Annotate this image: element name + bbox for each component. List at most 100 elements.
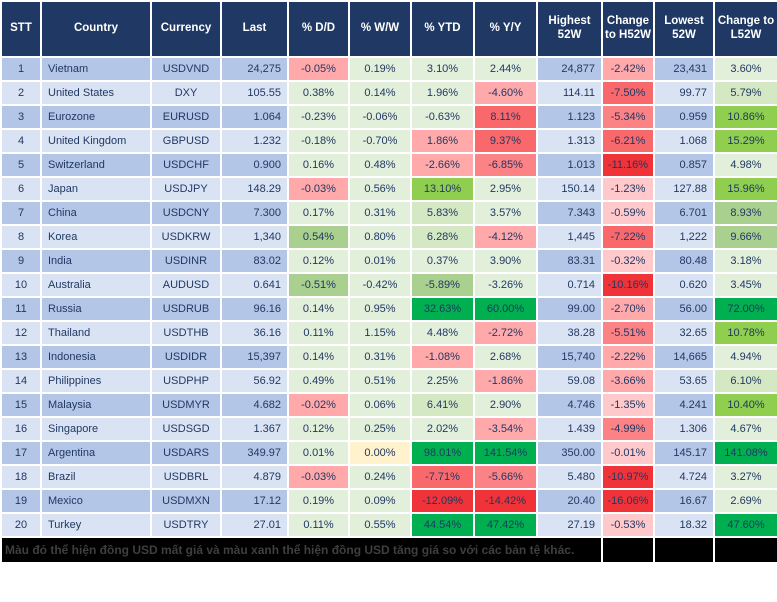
cell-chg_h: -0.53%	[601, 512, 655, 538]
cell-ww: 0.25%	[348, 416, 412, 442]
cell-stt: 17	[0, 440, 42, 466]
col-header-last: Last	[220, 0, 289, 58]
table-row: 19 Mexico USDMXN 17.12 0.19% 0.09% -12.09% -14.…	[0, 488, 777, 514]
cell-last: 4.682	[220, 392, 289, 418]
cell-chg_h: -2.22%	[601, 344, 655, 370]
cell-dd: 0.12%	[287, 248, 350, 274]
cell-yy: 2.95%	[473, 176, 538, 202]
cell-stt: 6	[0, 176, 42, 202]
cell-ytd: 6.41%	[410, 392, 475, 418]
cell-high: 150.14	[536, 176, 603, 202]
cell-currency: DXY	[150, 80, 222, 106]
cell-currency: USDBRL	[150, 464, 222, 490]
cell-last: 0.641	[220, 272, 289, 298]
cell-low: 23,431	[653, 56, 715, 82]
col-header-low: Lowest 52W	[653, 0, 715, 58]
cell-currency: USDCHF	[150, 152, 222, 178]
col-header-currency: Currency	[150, 0, 222, 58]
cell-ytd: 5.83%	[410, 200, 475, 226]
cell-low: 16.67	[653, 488, 715, 514]
cell-dd: 0.11%	[287, 512, 350, 538]
cell-low: 1.306	[653, 416, 715, 442]
cell-currency: USDJPY	[150, 176, 222, 202]
cell-dd: 0.17%	[287, 200, 350, 226]
cell-last: 17.12	[220, 488, 289, 514]
col-header-yy: % Y/Y	[473, 0, 538, 58]
cell-stt: 3	[0, 104, 42, 130]
cell-stt: 20	[0, 512, 42, 538]
cell-ytd: -0.63%	[410, 104, 475, 130]
cell-chg_l: 4.67%	[713, 416, 777, 442]
footer-note: Màu đỏ thể hiện đồng USD mất giá và màu …	[0, 536, 603, 564]
cell-country: Japan	[40, 176, 152, 202]
cell-ww: 0.01%	[348, 248, 412, 274]
cell-dd: 0.38%	[287, 80, 350, 106]
cell-chg_h: -5.51%	[601, 320, 655, 346]
cell-yy: 3.90%	[473, 248, 538, 274]
cell-chg_l: 3.18%	[713, 248, 777, 274]
table-body: 1 Vietnam USDVND 24,275 -0.05% 0.19% 3.10% 2.44…	[0, 56, 777, 538]
footer-row: Màu đỏ thể hiện đồng USD mất giá và màu …	[0, 536, 777, 564]
cell-chg_l: 5.79%	[713, 80, 777, 106]
cell-ytd: -2.66%	[410, 152, 475, 178]
cell-chg_h: -11.16%	[601, 152, 655, 178]
cell-low: 32.65	[653, 320, 715, 346]
cell-dd: -0.03%	[287, 176, 350, 202]
cell-country: Mexico	[40, 488, 152, 514]
cell-last: 27.01	[220, 512, 289, 538]
cell-chg_l: 4.98%	[713, 152, 777, 178]
cell-ytd: 32.63%	[410, 296, 475, 322]
cell-dd: -0.51%	[287, 272, 350, 298]
cell-stt: 11	[0, 296, 42, 322]
cell-low: 0.620	[653, 272, 715, 298]
cell-low: 18.32	[653, 512, 715, 538]
cell-low: 56.00	[653, 296, 715, 322]
cell-last: 83.02	[220, 248, 289, 274]
cell-last: 1.367	[220, 416, 289, 442]
cell-ww: -0.42%	[348, 272, 412, 298]
cell-chg_l: 9.66%	[713, 224, 777, 250]
table-row: 6 Japan USDJPY 148.29 -0.03% 0.56% 13.10% 2.95%…	[0, 176, 777, 202]
cell-last: 4.879	[220, 464, 289, 490]
table-row: 8 Korea USDKRW 1,340 0.54% 0.80% 6.28% -4.12% 1,…	[0, 224, 777, 250]
col-header-ww: % W/W	[348, 0, 412, 58]
cell-country: Malaysia	[40, 392, 152, 418]
col-header-stt: STT	[0, 0, 42, 58]
cell-country: China	[40, 200, 152, 226]
cell-yy: 60.00%	[473, 296, 538, 322]
cell-stt: 18	[0, 464, 42, 490]
cell-ww: 1.15%	[348, 320, 412, 346]
table-row: 15 Malaysia USDMYR 4.682 -0.02% 0.06% 6.41% 2.9…	[0, 392, 777, 418]
cell-last: 105.55	[220, 80, 289, 106]
table-row: 7 China USDCNY 7.300 0.17% 0.31% 5.83% 3.57% 7.3…	[0, 200, 777, 226]
cell-chg_h: -0.32%	[601, 248, 655, 274]
cell-yy: 2.90%	[473, 392, 538, 418]
cell-chg_l: 10.78%	[713, 320, 777, 346]
cell-ytd: 98.01%	[410, 440, 475, 466]
cell-country: Indonesia	[40, 344, 152, 370]
cell-ww: 0.48%	[348, 152, 412, 178]
cell-low: 6.701	[653, 200, 715, 226]
cell-chg_h: -6.21%	[601, 128, 655, 154]
cell-ytd: 44.54%	[410, 512, 475, 538]
cell-yy: 141.54%	[473, 440, 538, 466]
header-row: STT Country Currency Last% D/D% W/W% YTD% Y…	[0, 0, 777, 58]
cell-stt: 13	[0, 344, 42, 370]
cell-chg_h: -7.22%	[601, 224, 655, 250]
cell-dd: 0.54%	[287, 224, 350, 250]
cell-last: 1.232	[220, 128, 289, 154]
cell-ytd: -12.09%	[410, 488, 475, 514]
cell-dd: 0.16%	[287, 152, 350, 178]
table-row: 16 Singapore USDSGD 1.367 0.12% 0.25% 2.02% -3.…	[0, 416, 777, 442]
cell-dd: 0.49%	[287, 368, 350, 394]
cell-country: Turkey	[40, 512, 152, 538]
cell-stt: 19	[0, 488, 42, 514]
cell-chg_h: -2.70%	[601, 296, 655, 322]
table-row: 3 Eurozone EURUSD 1.064 -0.23% -0.06% -0.63% 8.…	[0, 104, 777, 130]
cell-country: Argentina	[40, 440, 152, 466]
cell-currency: USDIDR	[150, 344, 222, 370]
cell-chg_l: 4.94%	[713, 344, 777, 370]
cell-currency: USDSGD	[150, 416, 222, 442]
cell-country: Russia	[40, 296, 152, 322]
cell-country: Vietnam	[40, 56, 152, 82]
